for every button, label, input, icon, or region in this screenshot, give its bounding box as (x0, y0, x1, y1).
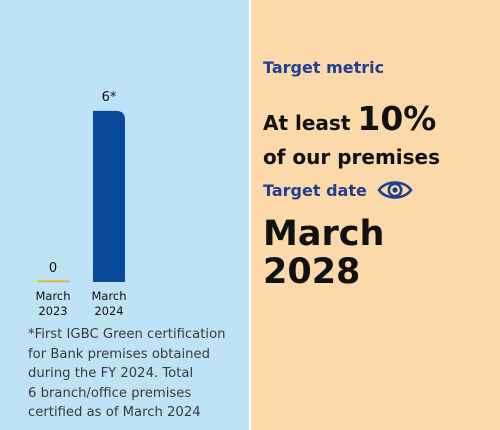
chart-footnote: *First IGBC Green certification for Bank… (28, 327, 226, 420)
value-label-0: 0 (49, 261, 57, 276)
category-label-1-1: 2024 (94, 304, 123, 318)
target-metric-suffix: of our premises (263, 145, 441, 169)
target-panel (251, 0, 500, 430)
target-metric-prefix: At least (263, 111, 358, 135)
target-metric-percentage: 10% (357, 99, 437, 138)
target-date-value: March 2028 (263, 214, 385, 292)
panel-divider (249, 0, 251, 430)
target-metric-heading: Target metric (263, 58, 385, 77)
category-label-0-0: March (35, 289, 70, 303)
target-date-heading-row: Target date (263, 178, 413, 202)
value-label-1: 6* (102, 90, 117, 105)
target-metric-line: At least 10% (263, 100, 495, 142)
eye-icon (377, 178, 413, 202)
target-date-heading: Target date (263, 180, 367, 200)
category-label-0-1: 2023 (38, 304, 67, 318)
chart-panel (0, 0, 251, 430)
target-metric-value: At least 10% of our premises (263, 100, 495, 172)
bar-0 (37, 280, 69, 283)
category-label-1-0: March (91, 289, 126, 303)
bar-1 (93, 110, 125, 282)
